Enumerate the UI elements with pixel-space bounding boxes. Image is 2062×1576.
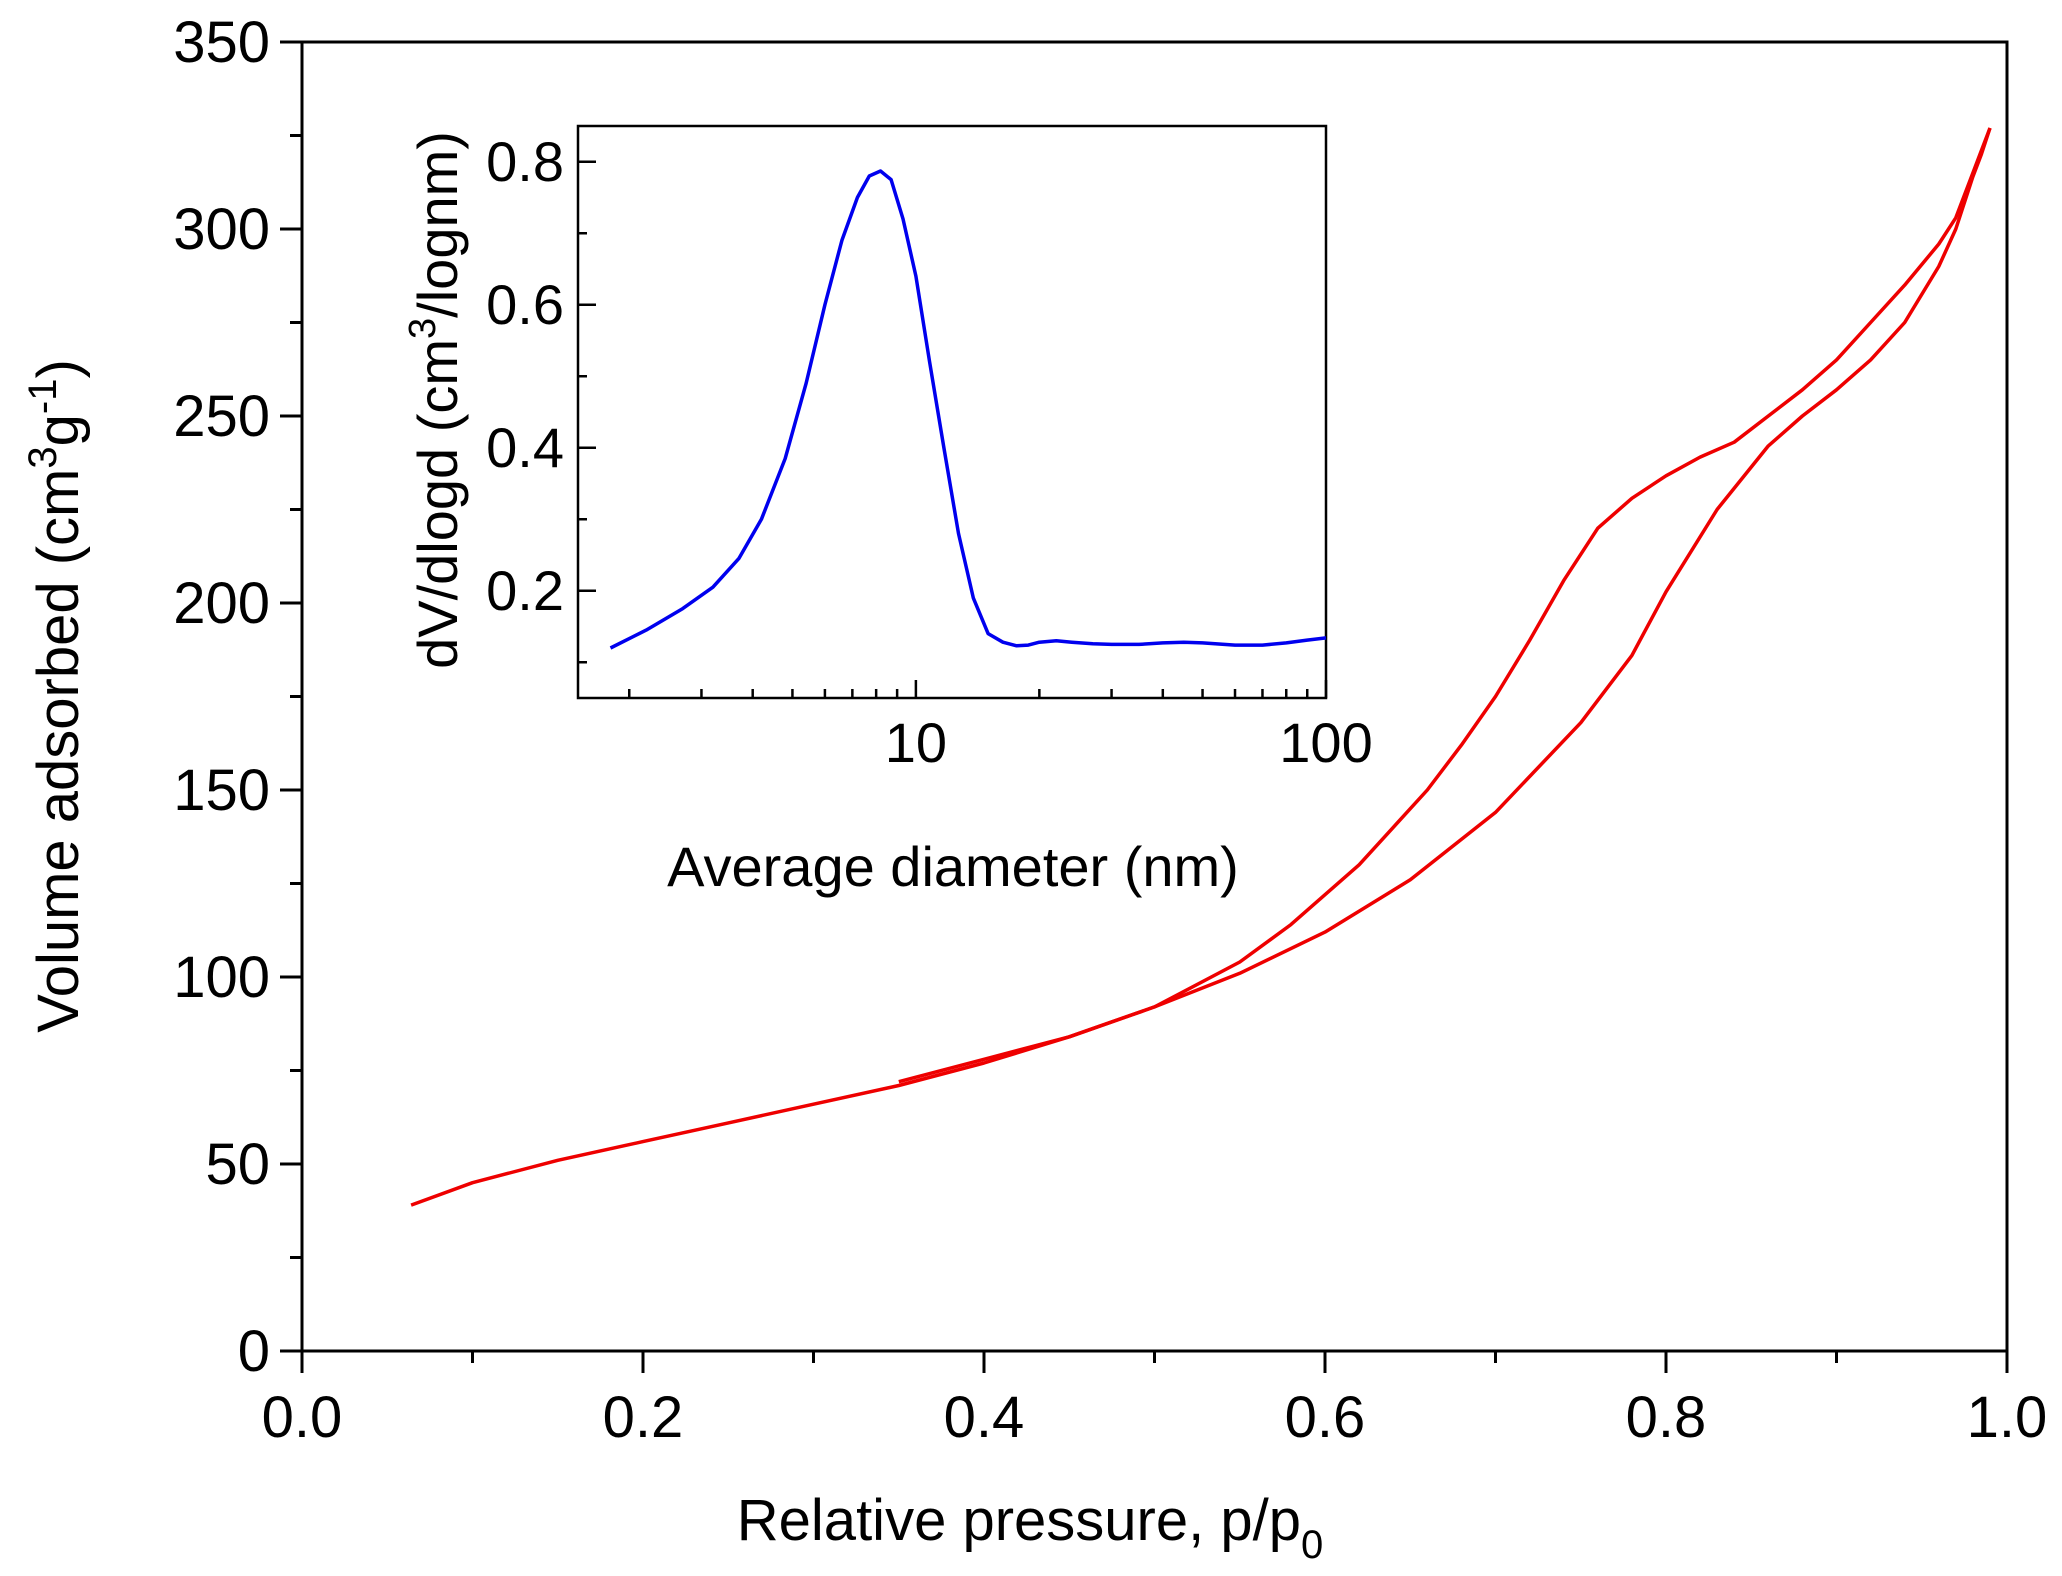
main-y-axis-ticks: 0 50 100 150 200 250 300 350	[173, 10, 302, 1384]
main-y-axis-title-end: )	[26, 359, 91, 378]
inset-y-axis-title: dV/dlogd (cm3/lognm)	[402, 131, 469, 669]
main-y-tick-label: 200	[173, 571, 270, 636]
main-y-tick-label: 50	[205, 1132, 270, 1197]
main-series-group	[410, 127, 1992, 1207]
main-y-tick-label: 300	[173, 197, 270, 262]
inset-x-tick-label: 10	[885, 711, 947, 774]
inset-series-group	[609, 169, 1327, 650]
inset-x-tick-label: 100	[1279, 711, 1372, 774]
main-y-tick-label: 0	[238, 1319, 270, 1384]
inset-y-axis-title-text: dV/dlogd (cm	[406, 339, 469, 669]
main-y-axis-title: Volume adsorbed (cm3g-1)	[21, 359, 91, 1033]
main-x-tick-label: 0.6	[1285, 1385, 1366, 1450]
main-y-tick-label: 150	[173, 758, 270, 823]
main-x-tick-label: 0.2	[603, 1385, 684, 1450]
main-y-axis-title-text: Volume adsorbed (cm	[26, 469, 91, 1033]
main-x-axis-ticks: 0.0 0.2 0.4 0.6 0.8 1.0	[262, 1351, 2048, 1450]
inset-y-axis-ticks: 0.2 0.4 0.6 0.8	[486, 130, 596, 664]
main-y-axis-title-sup2: -1	[21, 379, 65, 415]
main-x-axis-title-text: Relative pressure, p/p	[737, 1488, 1301, 1553]
main-plot: 0.0 0.2 0.4 0.6 0.8 1.0 050100150200250300350…	[21, 10, 2047, 1567]
inset-y-axis-title-end: /lognm)	[406, 131, 469, 318]
main-y-tick-label: 250	[173, 384, 270, 449]
inset-y-axis-title-sup: 3	[402, 318, 444, 339]
inset-x-axis-title: Average diameter (nm)	[667, 835, 1239, 898]
main-y-tick-label: 350	[173, 10, 270, 75]
main-x-tick-label: 0.0	[262, 1385, 343, 1450]
main-x-axis-title: Relative pressure, p/p0	[737, 1488, 1323, 1567]
main-y-axis-title-sup1: 3	[21, 446, 65, 468]
inset-y-tick-label: 0.6	[486, 273, 564, 336]
main-x-axis-title-subscript: 0	[1301, 1523, 1323, 1567]
pore-size-distribution-line	[609, 169, 1327, 650]
isotherm-desorption-line	[898, 127, 1992, 1084]
inset-y-tick-label: 0.8	[486, 130, 564, 193]
inset-plot-frame	[576, 124, 1328, 700]
inset-y-tick-label: 0.2	[486, 559, 564, 622]
main-x-tick-label: 0.4	[944, 1385, 1025, 1450]
inset-x-axis-ticks: 10 100	[627, 680, 1373, 774]
inset-y-tick-label: 0.4	[486, 416, 564, 479]
main-x-tick-label: 1.0	[1967, 1385, 2048, 1450]
inset-plot: 10 100 0.2 0.4 0.6 0.8 Average diameter (nm)…	[402, 124, 1373, 898]
main-y-tick-label: 100	[173, 945, 270, 1010]
isotherm-adsorption-line	[410, 127, 1992, 1207]
main-y-axis-title-mid: g	[26, 414, 91, 446]
main-x-tick-label: 0.8	[1626, 1385, 1707, 1450]
